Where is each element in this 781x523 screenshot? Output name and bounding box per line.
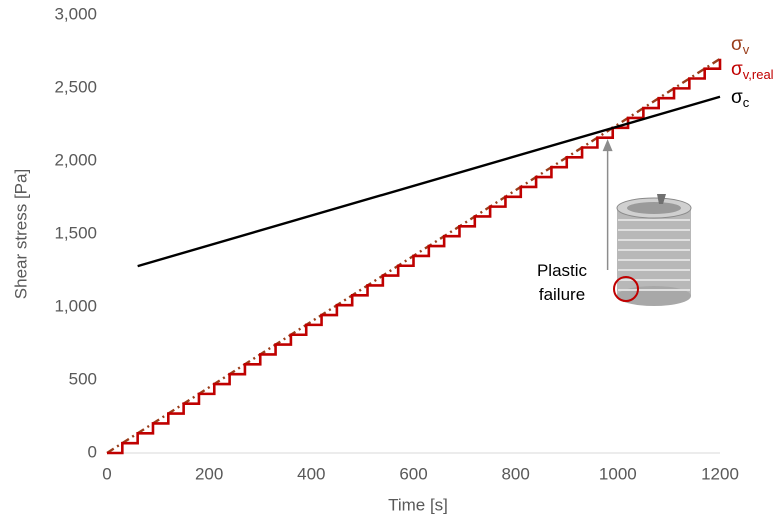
annotation-arrowhead — [602, 139, 613, 152]
y-tick-label: 1,000 — [54, 296, 97, 315]
y-axis-title: Shear stress [Pa] — [11, 169, 30, 299]
x-tick-label: 800 — [501, 464, 529, 483]
series-line — [137, 95, 721, 268]
annotation: Plastic failure — [537, 261, 588, 304]
x-tick-label: 200 — [195, 464, 223, 483]
y-tick-label: 1,500 — [54, 223, 97, 242]
y-tick-label: 2,500 — [54, 77, 97, 96]
legend-label: σv — [731, 34, 750, 57]
y-tick-label: 3,000 — [54, 4, 97, 23]
x-tick-label: 400 — [297, 464, 325, 483]
y-tick-label: 500 — [69, 369, 97, 388]
legend-label: σv,real — [731, 59, 774, 82]
x-tick-label: 600 — [399, 464, 427, 483]
legend-label: σc — [731, 87, 750, 110]
x-tick-label: 0 — [102, 464, 111, 483]
y-tick-label: 0 — [88, 442, 97, 461]
series-line — [107, 58, 722, 455]
x-tick-label: 1200 — [701, 464, 739, 483]
y-tick-label: 2,000 — [54, 150, 97, 169]
sample-icon — [613, 194, 692, 306]
x-axis-title: Time [s] — [388, 495, 448, 514]
x-tick-label: 1000 — [599, 464, 637, 483]
